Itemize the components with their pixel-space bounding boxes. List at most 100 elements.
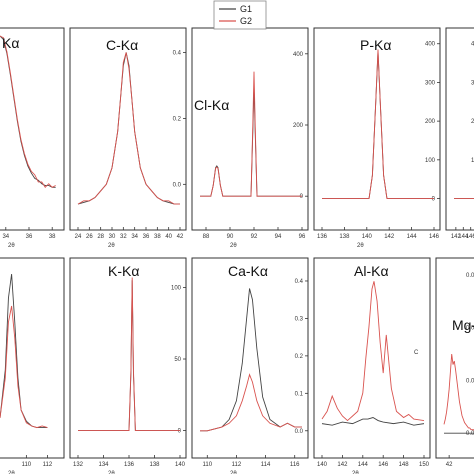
y-tick-label: 300 (471, 80, 474, 86)
x-tick-label: 30 (109, 234, 116, 240)
panel-al-k: 140 142 144 146 148 150 2θ Al-Kα C (313, 257, 431, 474)
x-tick-label: 144 (358, 462, 369, 468)
y-tick-label: 0.4 (173, 50, 182, 56)
y-tick-label: 0.2 (173, 116, 182, 122)
y-tick-label: 50 (174, 357, 181, 363)
x-tick-label: 110 (202, 462, 212, 468)
x-axis-label: 2θ (230, 243, 237, 249)
panel-title: C-Kα (106, 37, 138, 53)
x-tick-label: 116 (290, 462, 300, 468)
y-tick-label: 200 (425, 119, 436, 125)
x-tick-label: 42 (177, 234, 184, 240)
y-tick-label: 0.0 (295, 429, 304, 435)
panel-title: Cl-Kα (194, 97, 229, 113)
y-tick-label: 0.006 (466, 326, 474, 332)
x-tick-label: 136 (124, 462, 135, 468)
y-tick-label: 0.0 (173, 182, 182, 188)
panel-frame (0, 27, 65, 231)
x-axis-label: 2θ (230, 471, 237, 474)
x-tick-label: 24 (75, 234, 82, 240)
y-tick-label: 0.1 (295, 391, 304, 397)
x-tick-label: 34 (131, 234, 138, 240)
x-tick-label: 146 (466, 234, 474, 240)
x-axis-label: 2θ (357, 243, 364, 249)
x-tick-label: 34 (2, 234, 9, 240)
x-tick-label: 38 (154, 234, 161, 240)
y-tick-label: 0.009 (466, 273, 474, 279)
panel-mg-k: 42 0.000 0.003 0.006 0.009 Mg-K (435, 257, 474, 468)
x-tick-label: 92 (251, 234, 258, 240)
series-g2-line (200, 373, 302, 432)
x-tick-label: 112 (232, 462, 242, 468)
panel-panel-5: 1421441461480100200300400 (445, 27, 474, 240)
panel-title: Mg-K (452, 317, 474, 333)
x-tick-label: 146 (378, 462, 389, 468)
x-axis-label: 2θ (352, 471, 359, 474)
panel-k-k: 132 134 136 138 140 2θ 0 50 100 K-Kα (69, 257, 187, 474)
panel-title: P-Kα (360, 37, 391, 53)
x-axis-label: 2θ (8, 243, 15, 249)
x-tick-label: 88 (203, 234, 210, 240)
panel-title: Al-Kα (354, 263, 389, 279)
panel-frame (69, 27, 187, 231)
x-tick-label: 144 (407, 234, 418, 240)
series-g2-line (200, 71, 302, 197)
legend-label-g1: G1 (240, 4, 252, 14)
series-g2-line (0, 305, 48, 429)
x-tick-label: 36 (26, 234, 33, 240)
y-tick-label: 200 (471, 119, 474, 125)
x-axis-label: 2θ (8, 471, 15, 474)
y-tick-label: 0.3 (295, 316, 304, 322)
y-tick-label: 200 (293, 123, 304, 129)
x-tick-label: 136 (317, 234, 328, 240)
panel-frame (191, 257, 309, 459)
y-tick-label: 0.2 (295, 354, 304, 360)
x-tick-label: 38 (49, 234, 56, 240)
x-tick-label: 132 (73, 462, 84, 468)
series-g2-line (77, 52, 180, 205)
x-tick-label: 32 (120, 234, 127, 240)
panel-title: Kα (2, 35, 19, 51)
series-g1-line (321, 417, 425, 426)
x-tick-label: 40 (165, 234, 172, 240)
y-tick-label: 0.000 (466, 431, 474, 437)
x-tick-label: 142 (337, 462, 348, 468)
y-tick-label: 0.003 (466, 378, 474, 384)
x-tick-label: 144 (458, 234, 469, 240)
x-tick-label: 146 (429, 234, 440, 240)
panel-frame (445, 27, 474, 231)
panel-c-k: 24 26 28 30 32 34 36 38 40 42 2θ 0.0 0.2 0.4 C-Kα (69, 27, 187, 249)
panel-frame (69, 257, 187, 459)
series-g2-line (443, 353, 474, 432)
x-tick-label: 142 (384, 234, 395, 240)
y-tick-label: 400 (471, 42, 474, 48)
series-g2-line (78, 277, 180, 431)
series-g2-line (321, 281, 425, 422)
x-axis-label: 2θ (108, 471, 115, 474)
x-tick-label: 134 (98, 462, 109, 468)
y-tick-label: 0 (178, 429, 182, 435)
panel-cl-k: 88 90 92 94 96 2θ 0 200 400 Cl-Kα (191, 27, 309, 249)
x-tick-label: 142 (451, 234, 462, 240)
y-tick-label: 0 (300, 194, 304, 200)
x-tick-label: 140 (175, 462, 186, 468)
y-tick-label: 400 (293, 52, 304, 58)
legend-box (213, 0, 267, 30)
panel-k: 34 36 38 2θ Kα (0, 27, 65, 249)
panel-title: Ca-Kα (228, 263, 268, 279)
x-tick-label: 110 (22, 462, 32, 468)
x-tick-label: 26 (86, 234, 93, 240)
x-tick-label: 148 (399, 462, 410, 468)
x-tick-label: 140 (317, 462, 328, 468)
y-tick-label: 0.4 (295, 279, 304, 285)
x-tick-label: 140 (362, 234, 373, 240)
panel-frame (313, 27, 441, 231)
panel-annotation: C (414, 350, 419, 356)
y-tick-label: 300 (425, 80, 436, 86)
y-tick-label: 0 (432, 197, 436, 203)
x-tick-label: 112 (43, 462, 53, 468)
series-g2-line (322, 49, 434, 199)
y-tick-label: 100 (171, 285, 182, 291)
x-tick-label: 150 (419, 462, 430, 468)
